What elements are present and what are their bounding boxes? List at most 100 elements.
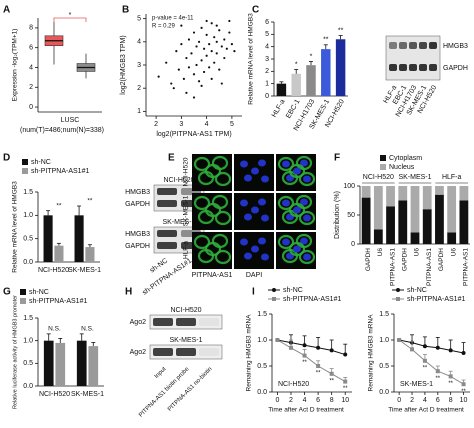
legend-label: sh-PITPNA-AS1#1: [407, 296, 465, 303]
row-label: SK-MES-1: [183, 195, 190, 226]
scatter-point: [187, 38, 191, 41]
y-axis-label: Relative mRNA level of HMGB3: [248, 13, 255, 105]
data-point: [422, 358, 427, 363]
blot-lane-label: Input: [154, 366, 168, 380]
legend-label: sh-NC: [283, 287, 303, 294]
y-tick-label: 0.0: [23, 383, 33, 390]
scatter-point: [218, 68, 221, 71]
x-axis-label: Time after Act D treatment: [388, 407, 464, 414]
bar-segment: [386, 186, 395, 207]
blot-band: [409, 42, 417, 49]
row-label: NCI-H520: [183, 157, 190, 186]
x-tick-label: 2: [410, 397, 414, 404]
scatter-point: [187, 66, 191, 69]
y-axis-label: Remaining HMGB3 mRNA: [246, 314, 253, 392]
x-tick-label: 8: [449, 397, 453, 404]
scatter-point: [197, 40, 201, 43]
nucleus: [244, 252, 252, 260]
scatter-point: [177, 68, 180, 71]
data-point: [448, 348, 453, 353]
scatter-point: [225, 47, 228, 50]
blot-row-label: GAPDH: [125, 201, 150, 208]
y-axis-label: Relative mRNA level of HMGB3: [12, 181, 19, 273]
nucleus: [258, 198, 266, 206]
legend-swatch: [380, 155, 386, 161]
x-tick-label: 6: [316, 397, 320, 404]
y-axis-label: Relative luciferase activity of HMGB3 pr…: [12, 295, 18, 409]
legend-marker: [396, 297, 400, 301]
bar: [74, 215, 84, 262]
x-tick-label: 8: [330, 397, 334, 404]
bar: [85, 247, 95, 262]
x-tick-label: LUSC: [61, 117, 80, 124]
annotation: SK-MES-1: [400, 381, 433, 388]
nucleus: [251, 167, 259, 175]
scatter-point: [200, 26, 203, 30]
data-point: [343, 379, 348, 384]
scatter-point: [223, 56, 226, 60]
x-tick-label: 6: [436, 397, 440, 404]
nucleus: [261, 214, 269, 222]
y-tick-label: 1.5: [23, 189, 33, 196]
significance: **: [435, 376, 440, 382]
bar-segment: [447, 186, 457, 233]
x-tick-label: 0: [275, 397, 279, 404]
scatter-point: [230, 43, 233, 46]
significance: **: [343, 386, 348, 392]
y-tick-label: 0.0: [23, 259, 33, 266]
significance: **: [338, 27, 344, 34]
series-line: [399, 339, 464, 354]
nucleus: [303, 253, 311, 261]
scatter-point: [165, 61, 168, 64]
scatter-point: [200, 59, 203, 62]
bar-segment: [435, 186, 444, 195]
data-point: [448, 374, 453, 379]
scatter-point: [210, 49, 213, 53]
blot-lane-label: sh-NC: [149, 257, 169, 274]
blot-row-label: GAPDH: [443, 65, 468, 72]
category-note: (num(T)=486;num(N)=338): [20, 127, 104, 134]
scatter-point: [228, 31, 231, 34]
x-tick-label: U6: [377, 248, 384, 257]
x-tick-label: 4: [423, 397, 427, 404]
legend-label: sh-PITPNA-AS1#1: [31, 168, 89, 175]
cell: [277, 195, 295, 211]
data-point: [302, 353, 307, 358]
bar: [43, 215, 53, 262]
bar: [306, 65, 316, 96]
y-tick-label: 1.5: [257, 311, 267, 318]
y-tick-label: 100: [343, 183, 355, 190]
panel-letter: I: [252, 287, 255, 298]
y-axis-label: Distribution (%): [334, 191, 341, 239]
data-point: [435, 345, 440, 350]
blot-title: NCI-H520: [163, 177, 194, 184]
y-tick-label: 1.5: [23, 315, 33, 322]
nucleus: [303, 175, 311, 183]
bar: [321, 49, 331, 96]
bar-segment: [459, 186, 469, 201]
legend-marker: [272, 288, 276, 292]
x-tick-label: GAPDH: [365, 248, 372, 271]
panel-letter: A: [3, 5, 10, 16]
y-tick-label: 2: [137, 85, 141, 92]
x-tick-label: U6: [414, 248, 421, 257]
legend-label: Cytoplasm: [389, 155, 422, 162]
x-tick-label: PITPNA-AS1: [389, 248, 396, 286]
scatter-point: [228, 19, 231, 23]
y-tick-label: 1.0: [379, 337, 389, 344]
x-tick-label: PITPNA-AS1: [426, 248, 433, 286]
bar-segment: [435, 194, 444, 244]
scatter-point: [215, 52, 218, 55]
panel-letter: D: [3, 153, 10, 164]
legend-swatch: [20, 289, 26, 295]
bar-segment: [373, 229, 383, 244]
x-tick-label: 4: [303, 397, 307, 404]
y-axis-label: Expression -log₂(TPM+1): [12, 29, 19, 102]
x-axis-label: log2(PITPNA-AS1 TPM): [156, 131, 231, 138]
series-line: [398, 339, 464, 385]
series-line: [277, 339, 346, 383]
scatter-point: [210, 22, 213, 25]
y-tick-label: 1.0: [23, 338, 33, 345]
scatter-point: [192, 96, 196, 99]
x-tick-label: U6: [450, 248, 457, 257]
